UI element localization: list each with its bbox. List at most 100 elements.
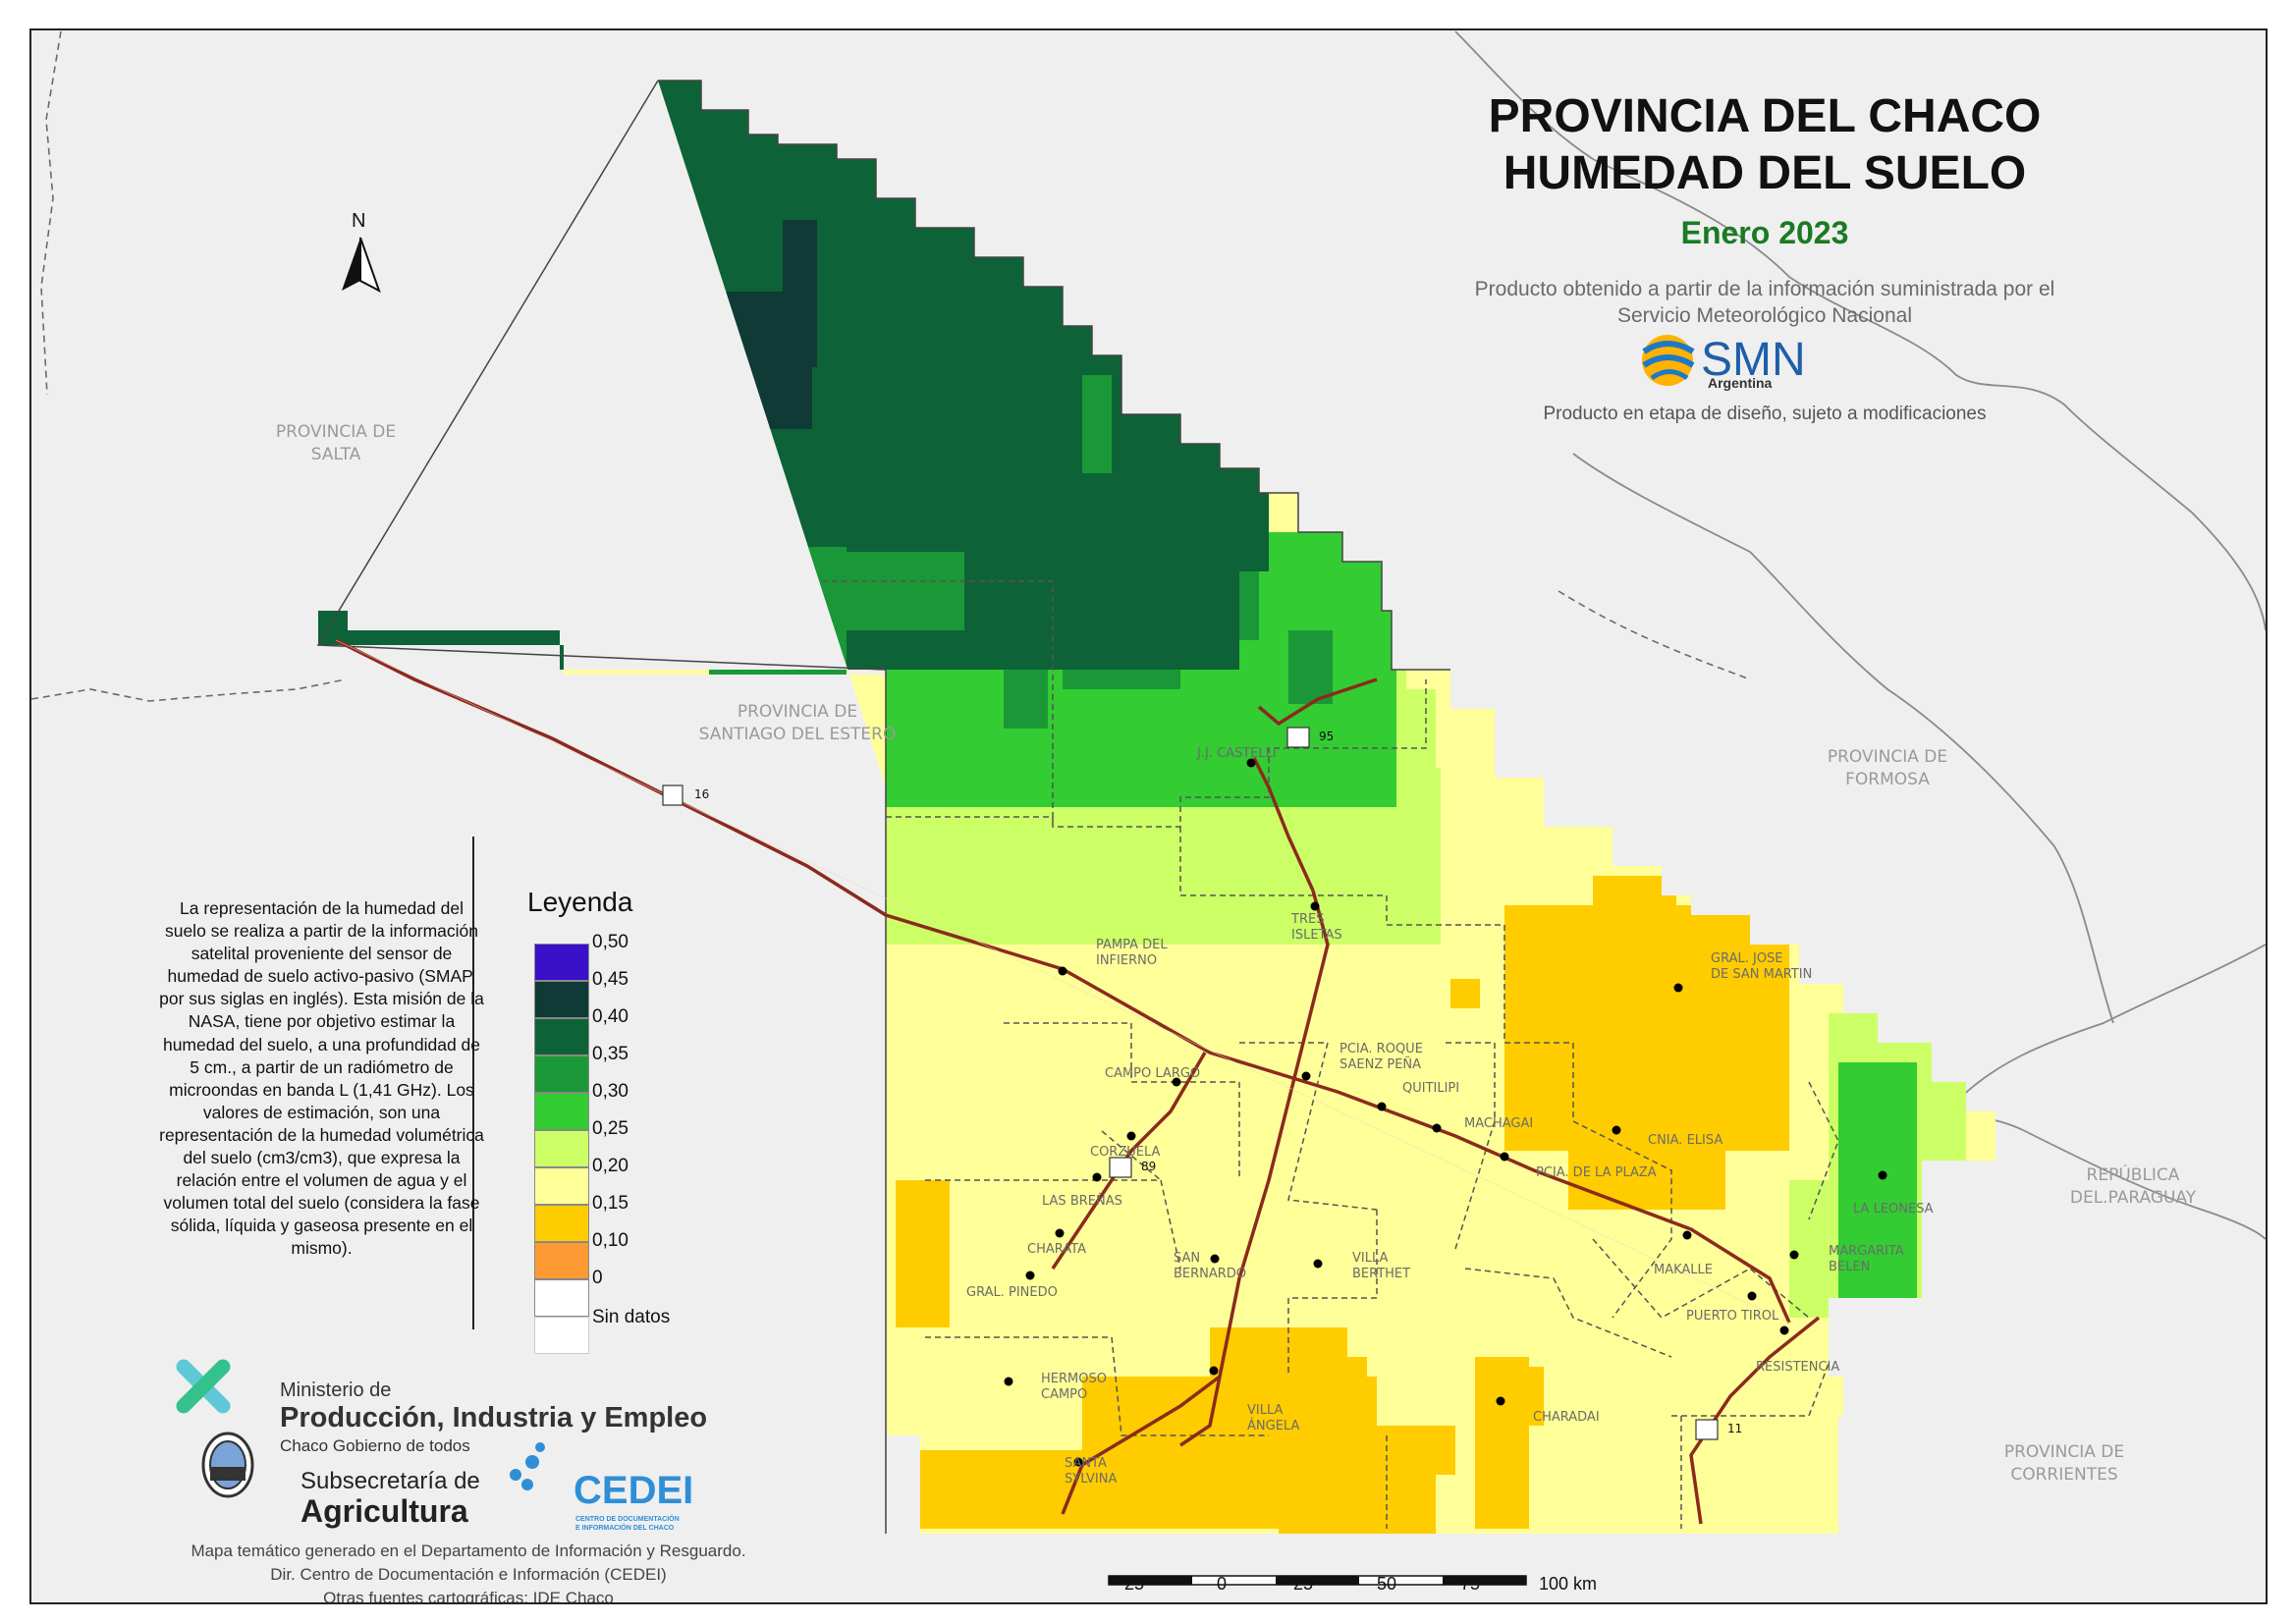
legend-label-025: 0,25 [592,1118,629,1139]
city-points [1004,758,1887,1467]
city-pampa: PAMPA DEL INFIERNO [1096,938,1168,968]
legend-swatch-no-data [534,1317,589,1354]
national-routes [335,638,1821,1525]
footer-line3: Otras fuentes cartográficas: IDE Chaco [323,1589,614,1604]
scale-label-0: 25 [1124,1574,1145,1594]
city-puerto-tirol: PUERTO TIROL [1686,1309,1779,1324]
legend-swatch-040 [534,1018,589,1055]
legend-label-015: 0,15 [592,1193,629,1214]
legend-label-020: 0,20 [592,1156,629,1176]
legend-label-no-data: Sin datos [592,1307,671,1327]
city-charata: CHARATA [1027,1242,1086,1257]
scale-label-2: 25 [1293,1574,1314,1594]
route-95-label: 95 [1319,730,1335,743]
city-corzuela: CORZUELA [1090,1145,1161,1160]
label-paraguay: REPÚBLICA DEL.PARAGUAY [2069,1165,2197,1208]
legend-swatch-020 [534,1167,589,1205]
route-89-label: 89 [1141,1160,1157,1173]
legend-label-040: 0,40 [592,1006,629,1027]
province-west-edge [316,80,887,1534]
north-label: N [352,210,366,232]
city-quitilipi: QUITILIPI [1402,1081,1460,1096]
label-corrientes: PROVINCIA DE CORRIENTES [2003,1442,2125,1485]
legend-label-0: 0 [592,1268,603,1288]
north-arrow-icon [342,237,381,294]
legend-swatch-030 [534,1093,589,1130]
city-cnia-elisa: CNIA. ELISA [1648,1133,1723,1148]
city-makalle: MAKALLE [1654,1263,1713,1277]
scale-label-5: 100 km [1539,1574,1598,1594]
map-canvas [31,30,2266,1602]
legend-swatch-045 [534,981,589,1018]
description-text: La representación de la humedad del suel… [159,898,484,1259]
legend-swatch-010 [534,1242,589,1279]
cedei-logo-icon [510,1442,545,1490]
map-title-line1: PROVINCIA DEL CHACO [1488,90,2042,142]
scale-label-4: 75 [1460,1574,1481,1594]
ministerio-top: Ministerio de [280,1380,392,1401]
city-santa-sylvina: SANTA SYLVINA [1065,1456,1118,1487]
legend-swatch-015 [534,1205,589,1242]
cedei-sub2: E INFORMACIÓN DEL CHACO [575,1525,675,1532]
province-outline [658,80,1450,671]
city-resistencia: RESISTENCIA [1756,1360,1840,1375]
city-jose-sm: GRAL. JOSE DE SAN MARTIN [1711,951,1813,982]
city-san-bernardo: SAN BERNARDO [1174,1251,1247,1281]
city-gral-pinedo: GRAL. PINEDO [966,1285,1058,1300]
legend-label-030: 0,30 [592,1081,629,1102]
label-santiago: PROVINCIA DE SANTIAGO DEL ESTERO [698,702,897,744]
city-las-brenas: LAS BREÑAS [1042,1194,1122,1209]
legend-label-050: 0,50 [592,932,629,952]
legend-swatch-035 [534,1055,589,1093]
map-period: Enero 2023 [1680,215,1849,250]
disclaimer: Producto en etapa de diseño, sujeto a mo… [1543,404,1987,424]
label-formosa: PROVINCIA DE FORMOSA [1827,747,1948,789]
cedei-sub1: CENTRO DE DOCUMENTACIÓN [575,1516,680,1523]
ministerio-sub: Chaco Gobierno de todos [280,1436,470,1455]
city-saenz-pena: PCIA. ROQUE SAENZ PEÑA [1339,1042,1423,1072]
city-la-leonesa: LA LEONESA [1853,1202,1934,1217]
subsec-top: Subsecretaría de [301,1468,480,1494]
legend-swatch-0 [534,1279,589,1317]
legend-label-010: 0,10 [592,1230,629,1251]
legend-label-035: 0,35 [592,1044,629,1064]
route-highlight [335,639,1790,1324]
city-machagai: MACHAGAI [1464,1116,1534,1131]
city-hermoso-campo: HERMOSO CAMPO [1041,1372,1107,1402]
city-castelli: J.J. CASTELLI [1197,746,1277,761]
cedei-text: CEDEI [574,1469,694,1512]
label-salta: PROVINCIA DE SALTA [275,422,397,464]
legend-swatch-050 [534,944,589,981]
map-frame: PROVINCIA DEL CHACO HUMEDAD DEL SUELO En… [29,28,2268,1604]
department-boundaries [713,375,1839,1529]
smn-logo-sub: Argentina [1708,375,1773,391]
scale-bar [1108,1575,1527,1586]
source-line1: Producto obtenido a partir de la informa… [1474,278,2055,300]
city-charadai: CHARADAI [1533,1410,1600,1425]
city-pcia-plaza: PCIA. DE LA PLAZA [1536,1165,1657,1180]
ministerio-main: Producción, Industria y Empleo [280,1402,708,1434]
city-villa-angela: VILLA ÁNGELA [1247,1403,1300,1434]
legend-swatch-025 [534,1130,589,1167]
map-title-line2: HUMEDAD DEL SUELO [1503,147,2027,199]
route-shields [662,727,1719,1440]
smn-logo-text: SMN [1701,334,1806,386]
ministerio-logo-icon [176,1359,231,1414]
footer-line2: Dir. Centro de Documentación e Informaci… [270,1565,667,1584]
city-villa-berthet: VILLA BERTHET [1352,1251,1411,1281]
chaco-coat-of-arms-icon [201,1432,254,1498]
city-tres-isletas: TRES ISLETAS [1291,912,1342,943]
smn-logo-icon [1642,335,1695,386]
source-line2: Servicio Meteorológico Nacional [1617,304,1912,327]
provincial-borders [31,30,1751,702]
city-margarita-belen: MARGARITA BELEN [1829,1244,1904,1274]
route-16-label: 16 [694,787,710,801]
route-11-label: 11 [1727,1422,1743,1435]
city-campo-largo: CAMPO LARGO [1105,1066,1201,1081]
scale-label-3: 50 [1377,1574,1397,1594]
legend-title: Leyenda [527,887,633,917]
subsec-main: Agricultura [301,1493,468,1529]
scale-label-1: 0 [1217,1574,1228,1594]
footer-line1: Mapa temático generado en el Departament… [191,1542,746,1560]
